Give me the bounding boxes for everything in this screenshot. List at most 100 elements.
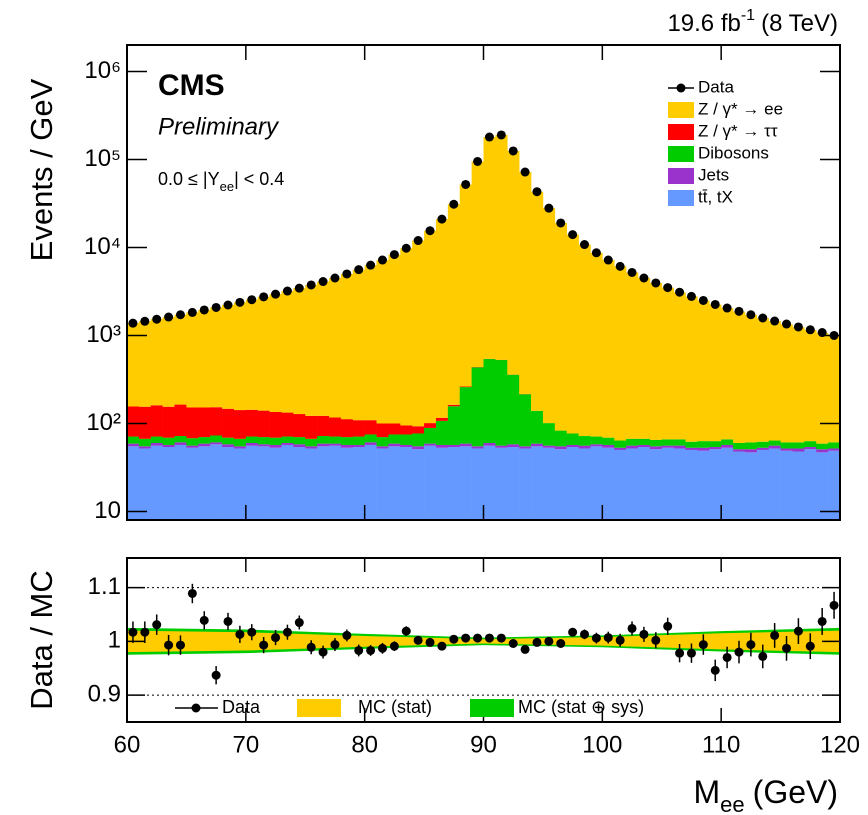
stack-bar [614,440,627,448]
stack-bar [471,161,484,368]
stack-bar [744,314,758,443]
stack-bar [578,445,591,449]
legend-swatch [668,102,694,118]
ratio-point [746,640,756,650]
data-point [639,273,649,283]
stack-bar [352,420,365,437]
y-tick-label: 1.1 [88,573,121,600]
stack-bar [768,440,781,446]
ratio-point [805,641,815,651]
stack-bar [626,272,639,439]
data-point [223,300,233,310]
stack-bar [376,260,389,424]
stack-bar [780,442,793,449]
stack-bar [127,406,140,437]
stack-bar [233,302,247,411]
data-point [318,277,328,287]
stack-bar [222,447,235,520]
experiment: CMS [158,69,225,102]
x-tick-label: 70 [232,731,259,758]
stack-bar [590,444,603,447]
stack-bar [495,360,508,446]
ratio-point [722,652,732,662]
stack-bar [174,442,187,445]
region-pre: 0.0 ≤ |Y [158,169,220,189]
lumi-sup: -1 [741,7,755,24]
stack-bar [269,412,282,438]
stack-bar [245,409,259,437]
x-tick-label: 120 [820,731,860,758]
ratio-point [615,635,625,645]
stack-bar [174,436,187,443]
stack-bar [531,446,544,520]
stack-bar [768,321,781,441]
stack-bar [186,407,199,439]
stack-bar [756,441,769,448]
stack-bar [127,436,140,444]
data-point [782,319,792,329]
y-tick-label: 10⁵ [84,145,121,172]
data-point [175,310,185,320]
stack-bar [828,335,841,443]
ratio-point [377,643,387,653]
stack-bar [459,386,472,388]
data-point [271,289,281,299]
x-title-sub: ee [720,792,744,815]
stack-bar [269,447,282,520]
stack-bar [412,240,425,427]
ratio-y-axis-title: Data / MC [24,570,59,710]
stack-bar [792,451,805,520]
stack-bar [447,447,461,520]
data-point [591,248,601,258]
ratio-point [366,645,376,655]
data-point [259,292,269,302]
stack-bar [186,312,199,408]
data-point [615,261,625,271]
stack-bar [531,443,544,447]
stack-bar [816,449,829,453]
stack-bar [340,274,354,420]
ratio-point [758,651,768,661]
data-point [675,287,685,297]
stack-bar [245,442,259,446]
ratio-point [413,635,423,645]
data-point [758,313,768,323]
data-point [354,265,364,275]
ratio-point [247,627,257,637]
stack-bar [245,445,259,520]
stack-bar [150,442,163,446]
legend-swatch [668,146,694,162]
ratio-point [639,629,649,639]
stack-bar [519,446,532,449]
stack-bar [281,412,294,437]
stack-bar [495,445,508,448]
stack-bar [792,442,805,449]
stack-bar [138,446,152,449]
stack-bar [376,423,389,438]
data-point [366,260,376,270]
data-point [496,130,506,140]
ratio-point [734,647,744,657]
ratio-point [770,630,780,640]
stack-bar [447,404,461,407]
ratio-point [175,640,185,650]
stack-bar [388,443,401,447]
data-point [413,236,423,246]
stack-bar [317,446,330,520]
ratio-point [580,629,590,639]
x-title-main: M [694,774,721,810]
legend-label: Z / γ* → ττ [698,121,778,140]
data-point [686,291,696,301]
legend-label: MC (stat ⊕ sys) [518,697,644,717]
stack-bar [697,441,710,448]
ratio-point [425,637,435,647]
y-axis-title: Events / GeV [24,78,59,261]
stack-bar [756,318,769,442]
data-point [544,203,554,213]
stack-bar [162,447,175,520]
legend-label: Jets [698,165,729,184]
ratio-point [461,633,471,643]
stack-bar [293,444,306,448]
stack-bar [376,448,389,520]
stack-bar [281,436,294,443]
